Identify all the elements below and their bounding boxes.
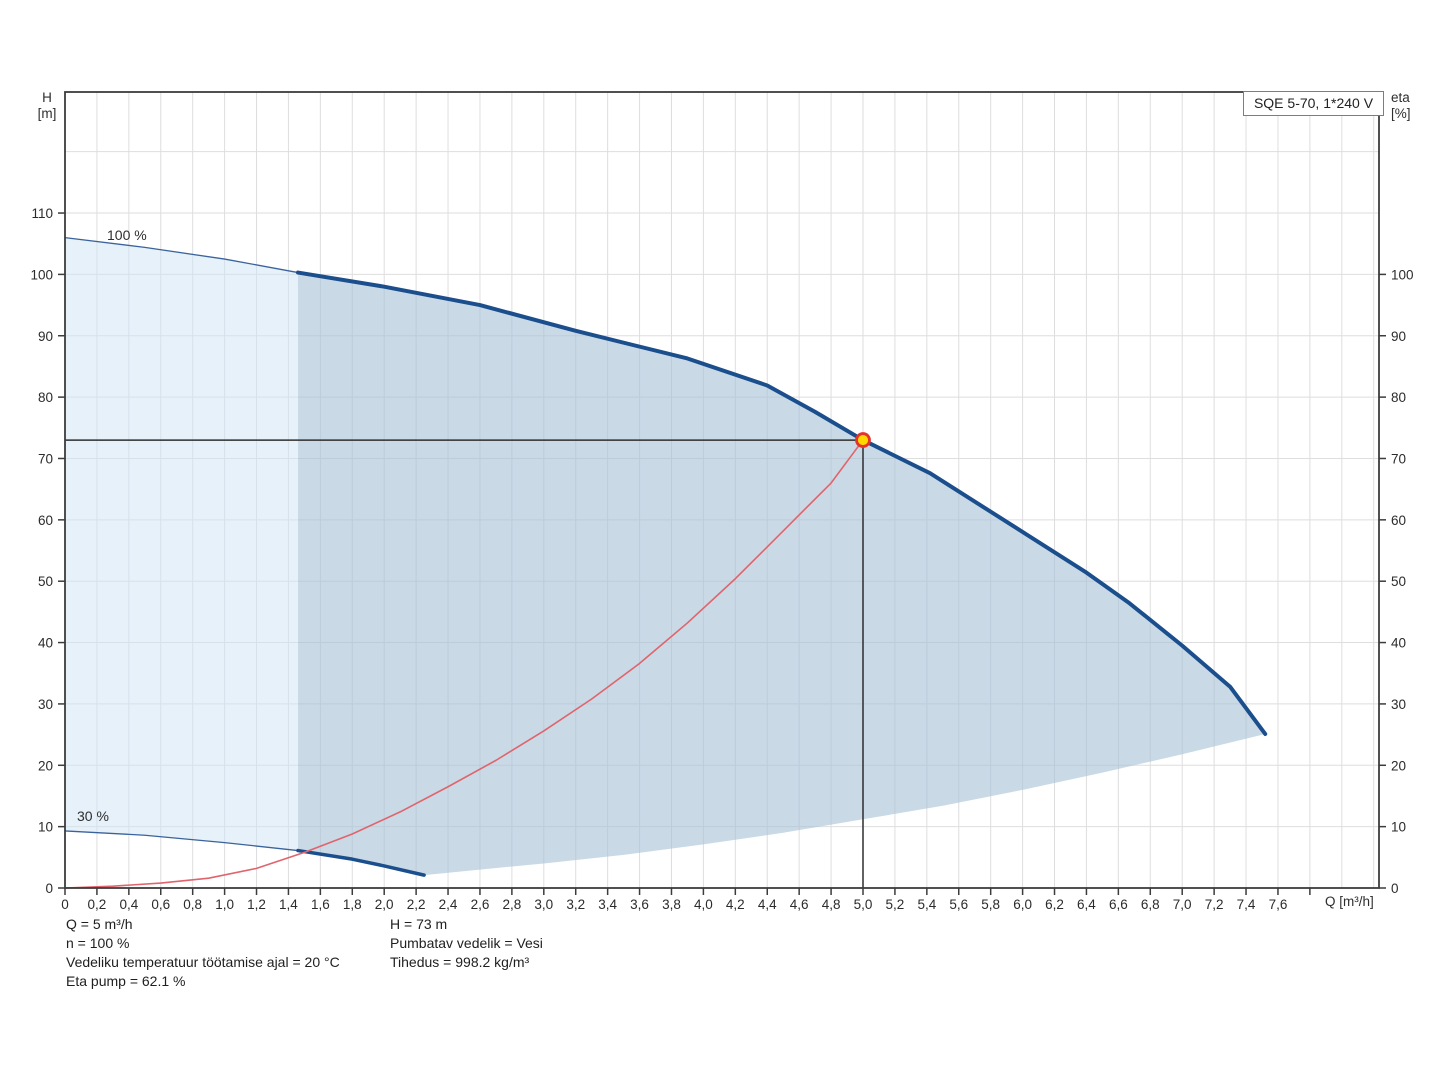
right-axis-title: eta [%] [1391,90,1411,122]
y-left-tick-label: 20 [38,758,53,773]
x-tick-label: 2,4 [439,897,458,912]
y-left-tick-label: 40 [38,636,53,651]
operating-regions [65,237,1266,876]
operating-region-light [65,237,299,851]
x-tick-label: 6,4 [1077,897,1096,912]
x-tick-label: 0,2 [88,897,107,912]
left-axis-title-line1: H [42,90,52,105]
x-tick-label: 4,2 [726,897,745,912]
x-tick-label: 1,0 [215,897,234,912]
y-left-tick-label: 90 [38,329,53,344]
y-right-tick-label: 20 [1391,758,1406,773]
info-eta-pump: Eta pump = 62.1 % [66,973,186,989]
y-left-tick-label: 70 [38,451,53,466]
y-right-tick-label: 80 [1391,390,1406,405]
speed-30-label: 30 % [77,808,109,824]
eta-curve [64,439,864,889]
x-tick-label: 7,0 [1173,897,1192,912]
y-right-tick-label: 70 [1391,451,1406,466]
x-tick-label: 6,8 [1141,897,1160,912]
speed-100-label: 100 % [107,227,147,243]
info-head: H = 73 m [390,916,448,932]
x-tick-label: 4,6 [790,897,809,912]
y-left-tick-label: 30 [38,697,53,712]
y-right-tick-label: 50 [1391,574,1406,589]
speed-30-curve-thin [64,830,299,852]
x-tick-label: 2,6 [471,897,490,912]
axis-ticks-and-labels: 0 0,2 0,4 0,6 0,8 1,0 1,2 1,4 1,6 1,8 2,0 2,2 2,4 2,6… [30,206,1413,912]
y-right-tick-label: 30 [1391,697,1406,712]
x-tick-label: 1,4 [279,897,298,912]
operating-region-dark [298,272,1266,876]
y-right-tick-label: 60 [1391,513,1406,528]
x-tick-label: 7,6 [1269,897,1288,912]
x-tick-label: 7,2 [1205,897,1224,912]
x-tick-label: 6,0 [1013,897,1032,912]
speed-30-curve-thick [296,848,426,877]
x-tick-label: 2,8 [502,897,521,912]
x-tick-label: 0,4 [119,897,138,912]
y-left-tick-label: 60 [38,513,53,528]
x-tick-label: 7,4 [1237,897,1256,912]
y-right-tick-label: 10 [1391,820,1406,835]
x-tick-label: 6,6 [1109,897,1128,912]
x-tick-label: 0,6 [151,897,170,912]
speed-100-curve-thin [64,236,299,274]
duty-info-right-column: H = 73 m Pumbatav vedelik = Vesi Tihedus… [390,915,543,972]
right-axis-title-line2: [%] [1391,106,1411,121]
x-tick-label: 5,0 [854,897,873,912]
x-tick-label: 0 [61,897,69,912]
x-tick-label: 4,0 [694,897,713,912]
duty-point-marker[interactable] [855,432,871,448]
x-tick-label: 5,6 [949,897,968,912]
pump-title-box: SQE 5-70, 1*240 V [1243,91,1384,116]
y-right-tick-label: 0 [1391,881,1399,896]
x-tick-label: 5,2 [886,897,905,912]
duty-point-group [65,432,871,888]
x-tick-label: 5,8 [981,897,1000,912]
x-tick-label: 0,8 [183,897,202,912]
info-liquid-temp: Vedeliku temperatuur töötamise ajal = 20… [66,954,340,970]
x-tick-label: 4,8 [822,897,841,912]
info-pumped-liquid: Pumbatav vedelik = Vesi [390,935,543,951]
x-axis-title: Q [m³/h] [1325,894,1374,909]
x-tick-label: 3,0 [534,897,553,912]
x-tick-label: 6,2 [1045,897,1064,912]
x-tick-label: 2,0 [375,897,394,912]
y-right-tick-label: 40 [1391,636,1406,651]
x-tick-label: 1,6 [311,897,330,912]
y-right-tick-label: 90 [1391,329,1406,344]
x-tick-label: 3,6 [630,897,649,912]
x-tick-label: 3,2 [566,897,585,912]
x-tick-label: 3,8 [662,897,681,912]
info-speed: n = 100 % [66,935,130,951]
y-right-tick-label: 100 [1391,267,1414,282]
y-left-tick-label: 110 [31,206,53,221]
y-left-tick-label: 50 [38,574,53,589]
left-axis-title-line2: [m] [37,106,57,121]
x-tick-label: 2,2 [407,897,426,912]
x-tick-label: 5,4 [917,897,936,912]
info-density: Tihedus = 998.2 kg/m³ [390,954,530,970]
info-flow: Q = 5 m³/h [66,916,133,932]
y-left-tick-label: 100 [30,267,53,282]
x-tick-label: 4,4 [758,897,777,912]
y-left-tick-label: 10 [38,820,53,835]
right-axis-title-line1: eta [1391,90,1410,105]
y-left-tick-label: 0 [45,881,53,896]
x-tick-label: 1,8 [343,897,362,912]
x-tick-label: 1,2 [247,897,266,912]
duty-info-left-column: Q = 5 m³/h n = 100 % Vedeliku temperatuu… [66,915,340,991]
left-axis-title: H [m] [28,90,66,122]
x-tick-label: 3,4 [598,897,617,912]
plot-frame [64,91,1380,889]
y-left-tick-label: 80 [38,390,53,405]
